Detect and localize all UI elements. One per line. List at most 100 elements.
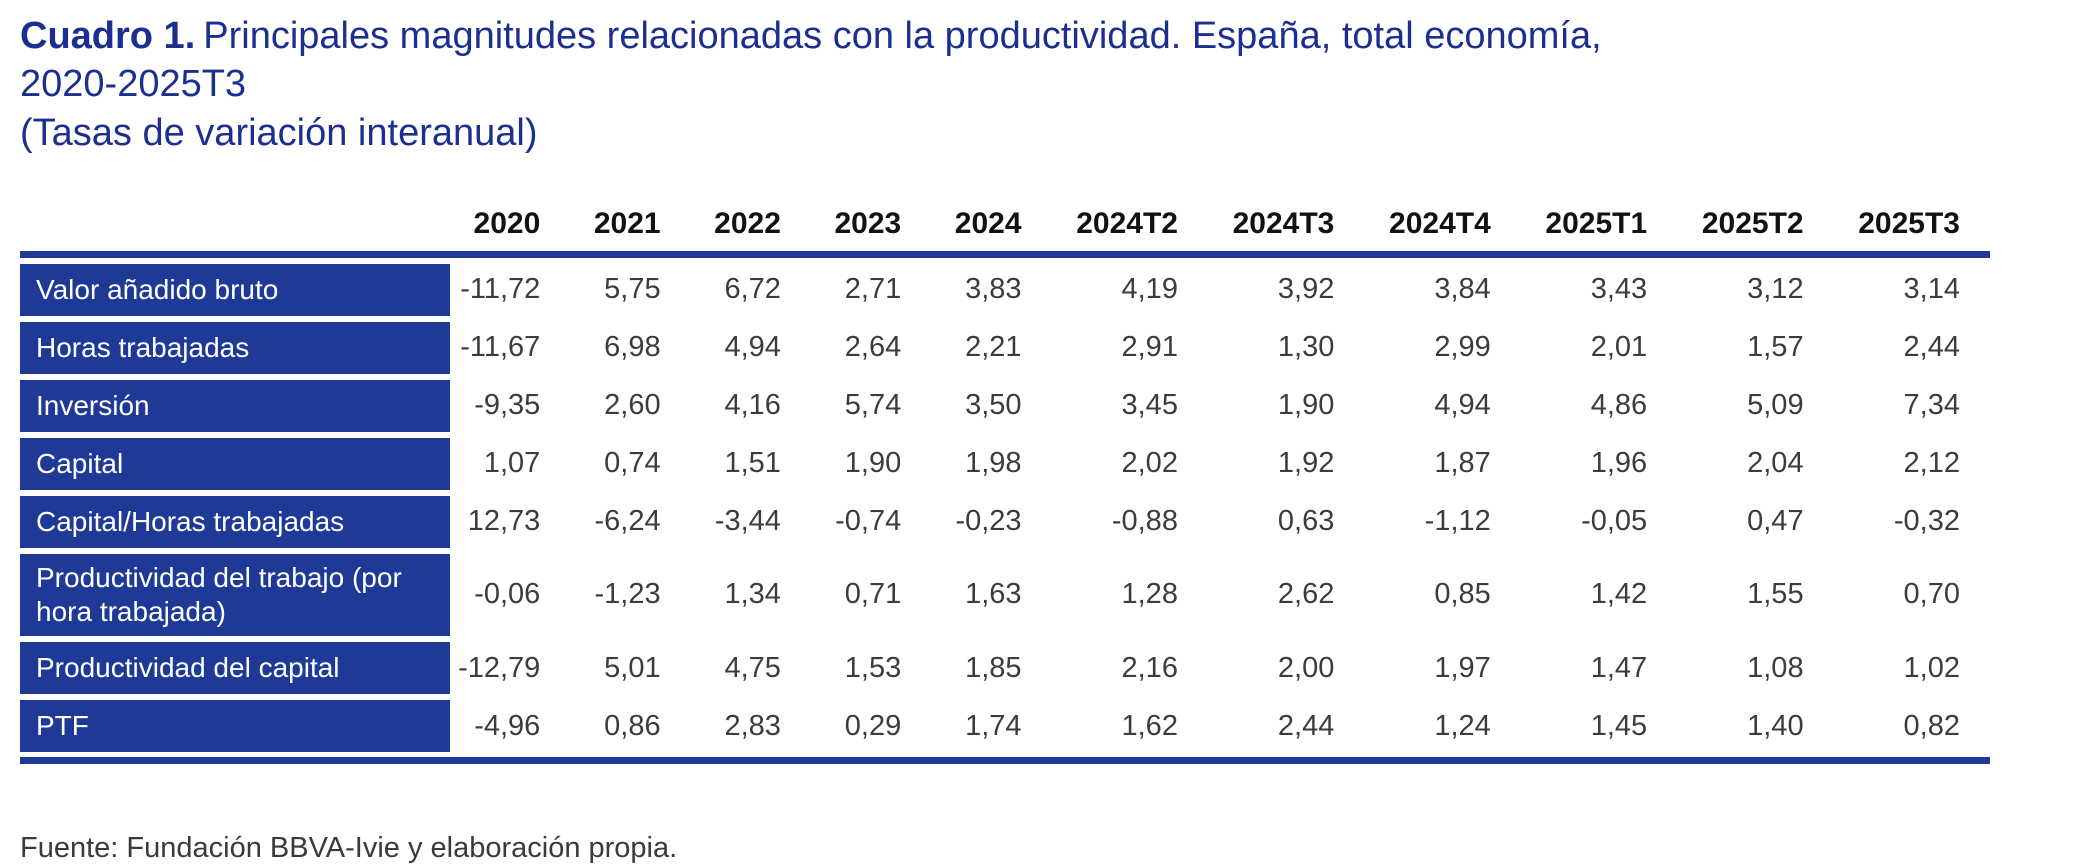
value-cell: 0,71 [844, 578, 902, 611]
value-cell: 1,85 [965, 651, 1022, 684]
value-cell: 6,98 [604, 331, 661, 364]
value-cell: 2,44 [1277, 709, 1335, 742]
column-header: 2023 [834, 206, 902, 240]
value-cell: 1,24 [1434, 709, 1491, 742]
value-cell: 2,00 [1277, 651, 1335, 684]
column-header: 2024T3 [1232, 206, 1335, 240]
value-cell: 1,08 [1747, 651, 1804, 684]
value-cell: 0,47 [1747, 505, 1804, 538]
column-header: 2025T1 [1545, 206, 1648, 240]
value-cell: 1,87 [1434, 447, 1491, 480]
value-cell: 4,94 [724, 331, 781, 364]
value-cell: 2,04 [1747, 447, 1804, 480]
value-cell: -0,74 [835, 505, 902, 538]
value-cell: -0,32 [1893, 505, 1960, 538]
value-cell: -0,88 [1111, 505, 1178, 538]
caption-number: Cuadro 1. [20, 15, 196, 57]
value-cell: 5,75 [604, 273, 661, 306]
value-cell: 1,57 [1747, 331, 1804, 364]
value-cell: 2,83 [724, 709, 781, 742]
value-cell: -1,23 [594, 578, 661, 611]
value-cell: 1,42 [1590, 578, 1648, 611]
value-cell: 1,55 [1747, 578, 1804, 611]
value-cell: 2,21 [965, 331, 1022, 364]
value-cell: 4,86 [1590, 389, 1648, 422]
caption-line-1: Cuadro 1. Principales magnitudes relacion… [20, 12, 1640, 109]
value-cell: -3,44 [714, 505, 781, 538]
value-cell: 7,34 [1903, 389, 1960, 422]
row-label: Valor añadido bruto [20, 263, 450, 316]
column-header: 2025T3 [1858, 206, 1960, 240]
caption-text: Principales magnitudes relacionadas con … [20, 15, 1602, 106]
value-cell: 0,70 [1903, 578, 1960, 611]
value-cell: 1,02 [1903, 651, 1960, 684]
value-cell: 1,51 [724, 447, 781, 480]
header-label-spacer [20, 207, 450, 241]
value-cell: 2,99 [1434, 331, 1491, 364]
value-cell: 2,62 [1277, 578, 1335, 611]
row-label: Inversión [20, 379, 450, 432]
table-row: Capital 1,07 0,74 1,51 1,90 1,98 2,02 1,92 1,87 1… [20, 437, 1990, 490]
value-cell: 1,07 [483, 447, 541, 480]
value-cell: 1,28 [1121, 578, 1178, 611]
table-row: Productividad del capital -12,79 5,01 4,75 1… [20, 642, 1990, 695]
value-cell: 1,74 [965, 709, 1022, 742]
value-cell: -4,96 [474, 709, 541, 742]
value-cell: 2,44 [1903, 331, 1960, 364]
table-header-row: 2020 2021 2022 2023 2024 2024T2 2024T3 2024T4 20… [20, 207, 1990, 258]
value-cell: 2,02 [1121, 447, 1178, 480]
source-note: Fuente: Fundación BBVA-Ivie y elaboració… [20, 832, 678, 865]
value-cell: 1,53 [844, 651, 902, 684]
value-cell: 5,01 [604, 651, 661, 684]
value-cell: 1,98 [965, 447, 1022, 480]
table-row: PTF -4,96 0,86 2,83 0,29 1,74 1,62 2,44 1,24 1,45… [20, 700, 1990, 753]
value-cell: 1,30 [1277, 331, 1335, 364]
value-cell: 0,85 [1434, 578, 1491, 611]
column-header: 2022 [714, 206, 781, 240]
row-label: Horas trabajadas [20, 321, 450, 374]
value-cell: 1,47 [1590, 651, 1648, 684]
value-cell: 1,90 [844, 447, 902, 480]
caption-line-2: (Tasas de variación interanual) [20, 111, 538, 154]
value-cell: 3,14 [1903, 273, 1960, 306]
column-header: 2025T2 [1701, 206, 1804, 240]
value-cell: 1,92 [1277, 447, 1335, 480]
value-cell: 2,71 [844, 273, 902, 306]
value-cell: 0,63 [1277, 505, 1335, 538]
value-cell: 3,83 [965, 273, 1022, 306]
value-cell: -12,79 [458, 651, 541, 684]
value-cell: 0,82 [1903, 709, 1960, 742]
table-row: Inversión -9,35 2,60 4,16 5,74 3,50 3,45 1,90 4,… [20, 379, 1990, 432]
row-label: Capital/Horas trabajadas [20, 495, 450, 548]
value-cell: -11,72 [460, 273, 541, 306]
value-cell: -1,12 [1424, 505, 1491, 538]
row-label: Productividad del capital [20, 642, 450, 695]
value-cell: -0,05 [1581, 505, 1648, 538]
column-header: 2024 [954, 206, 1022, 240]
column-header: 2024T2 [1076, 206, 1178, 240]
value-cell: 1,63 [965, 578, 1022, 611]
value-cell: 2,01 [1590, 331, 1648, 364]
value-cell: 2,16 [1121, 651, 1178, 684]
table-body: Valor añadido bruto -11,72 5,75 6,72 2,71 3,8… [20, 263, 1990, 765]
value-cell: 0,29 [844, 709, 902, 742]
value-cell: 1,90 [1277, 389, 1335, 422]
value-cell: 2,91 [1121, 331, 1178, 364]
column-header: 2020 [473, 206, 541, 240]
value-cell: 1,40 [1747, 709, 1804, 742]
value-cell: -0,06 [474, 578, 541, 611]
value-cell: 1,96 [1590, 447, 1648, 480]
value-cell: 2,12 [1903, 447, 1960, 480]
value-cell: 4,75 [724, 651, 781, 684]
value-cell: 1,62 [1121, 709, 1178, 742]
value-cell: 2,64 [844, 331, 902, 364]
data-table: 2020 2021 2022 2023 2024 2024T2 2024T3 2024T4 20… [20, 207, 1990, 765]
row-label: PTF [20, 700, 450, 753]
value-cell: 1,97 [1434, 651, 1491, 684]
row-label: Capital [20, 437, 450, 490]
column-header: 2021 [593, 206, 661, 240]
value-cell: 1,45 [1590, 709, 1648, 742]
value-cell: 3,43 [1590, 273, 1648, 306]
value-cell: 3,84 [1434, 273, 1491, 306]
